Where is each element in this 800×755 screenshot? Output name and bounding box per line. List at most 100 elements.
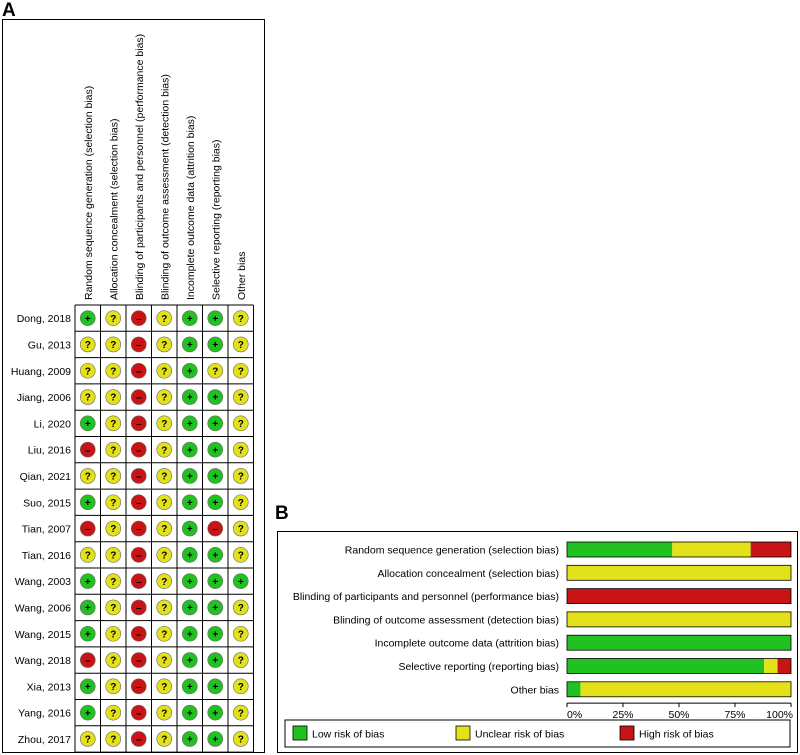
- judgement-low: [79, 625, 96, 642]
- bar-segment-high: [567, 588, 791, 604]
- judgement-unclear: [156, 441, 173, 458]
- judgement-unclear: [105, 678, 122, 695]
- study-label: Wang, 2006: [15, 602, 71, 614]
- judgement-symbol: +: [85, 603, 91, 614]
- judgement-unclear: [156, 652, 173, 668]
- judgement-symbol: –: [136, 550, 142, 561]
- bar-segment-unclear: [567, 611, 791, 627]
- judgement-symbol: ?: [212, 366, 218, 377]
- judgement-low: [181, 704, 198, 721]
- judgement-symbol: +: [187, 472, 193, 483]
- judgement-high: [130, 415, 147, 432]
- judgement-high: [130, 441, 147, 458]
- judgement-symbol: +: [187, 393, 193, 404]
- category-label: Allocation concealment (selection bias): [377, 568, 559, 580]
- judgement-symbol: ?: [110, 603, 116, 614]
- judgement-symbol: +: [212, 735, 218, 746]
- judgement-low: [181, 362, 198, 379]
- panel-a-label: A: [2, 0, 16, 21]
- judgement-unclear: [156, 362, 173, 379]
- study-label: Xia, 2013: [27, 681, 72, 693]
- judgement-symbol: +: [187, 735, 193, 746]
- judgement-symbol: ?: [238, 735, 244, 746]
- judgement-symbol: +: [212, 419, 218, 430]
- judgement-low: [181, 599, 198, 616]
- judgement-high: [79, 441, 96, 458]
- category-label: Blinding of outcome assessment (detectio…: [333, 614, 559, 626]
- judgement-high: [130, 468, 147, 484]
- study-label: Wang, 2015: [15, 629, 71, 641]
- judgement-unclear: [156, 520, 173, 537]
- judgement-symbol: ?: [161, 419, 167, 430]
- judgement-unclear: [156, 336, 173, 353]
- judgement-unclear: [232, 310, 249, 326]
- bar-segment-unclear: [764, 658, 778, 674]
- judgement-symbol: –: [136, 340, 142, 351]
- judgement-symbol: +: [187, 366, 193, 377]
- judgement-unclear: [232, 652, 249, 668]
- judgement-symbol: ?: [238, 524, 244, 535]
- judgement-low: [207, 547, 224, 563]
- judgement-symbol: –: [136, 577, 142, 588]
- domain-header: Blinding of participants and personnel (…: [134, 34, 146, 300]
- judgement-symbol: –: [136, 524, 142, 535]
- judgement-unclear: [156, 494, 173, 511]
- judgement-low: [207, 468, 224, 484]
- judgement-high: [79, 520, 96, 537]
- bar-outline: [566, 658, 792, 674]
- judgement-low: [207, 310, 224, 326]
- judgement-low: [207, 652, 224, 668]
- judgement-unclear: [156, 599, 173, 616]
- judgement-symbol: ?: [110, 524, 116, 535]
- judgement-low: [181, 415, 198, 432]
- judgement-symbol: +: [187, 629, 193, 640]
- judgement-unclear: [232, 704, 249, 721]
- judgement-symbol: ?: [85, 735, 91, 746]
- study-label: Qian, 2021: [20, 471, 72, 483]
- judgement-symbol: ?: [161, 682, 167, 693]
- judgement-unclear: [156, 573, 173, 589]
- judgement-symbol: +: [212, 472, 218, 483]
- domain-header: Selective reporting (reporting bias): [211, 140, 223, 301]
- judgement-symbol: ?: [110, 472, 116, 483]
- judgement-symbol: +: [212, 445, 218, 456]
- judgement-unclear: [232, 336, 249, 353]
- judgement-symbol: ?: [161, 393, 167, 404]
- judgement-symbol: +: [212, 682, 218, 693]
- judgement-symbol: +: [212, 708, 218, 719]
- x-tick-label: 75%: [724, 709, 745, 721]
- judgement-high: [130, 336, 147, 353]
- bar-outline: [566, 634, 792, 651]
- study-label: Wang, 2018: [15, 655, 71, 667]
- judgement-unclear: [207, 362, 224, 379]
- judgement-unclear: [232, 468, 249, 484]
- judgement-high: [130, 625, 147, 642]
- judgement-symbol: +: [85, 708, 91, 719]
- judgement-symbol: ?: [85, 366, 91, 377]
- judgement-symbol: ?: [238, 603, 244, 614]
- judgement-low: [207, 415, 224, 432]
- bar-segment-high: [777, 658, 791, 674]
- judgement-symbol: ?: [85, 340, 91, 351]
- judgement-symbol: –: [136, 314, 142, 325]
- judgement-symbol: ?: [238, 419, 244, 430]
- category-label: Selective reporting (reporting bias): [399, 661, 560, 673]
- judgement-symbol: +: [187, 340, 193, 351]
- judgement-symbol: ?: [110, 682, 116, 693]
- judgement-unclear: [105, 362, 122, 379]
- judgement-symbol: +: [85, 577, 91, 588]
- judgement-high: [130, 520, 147, 537]
- legend-swatch-high: [619, 725, 635, 741]
- judgement-symbol: +: [238, 577, 244, 588]
- domain-header: Other bias: [236, 252, 248, 300]
- judgement-symbol: –: [136, 498, 142, 509]
- category-label: Incomplete outcome data (attrition bias): [375, 638, 559, 650]
- judgement-unclear: [156, 547, 173, 563]
- judgement-symbol: ?: [110, 393, 116, 404]
- judgement-high: [130, 731, 147, 747]
- judgement-high: [130, 494, 147, 511]
- judgement-unclear: [105, 310, 122, 326]
- judgement-symbol: ?: [110, 708, 116, 719]
